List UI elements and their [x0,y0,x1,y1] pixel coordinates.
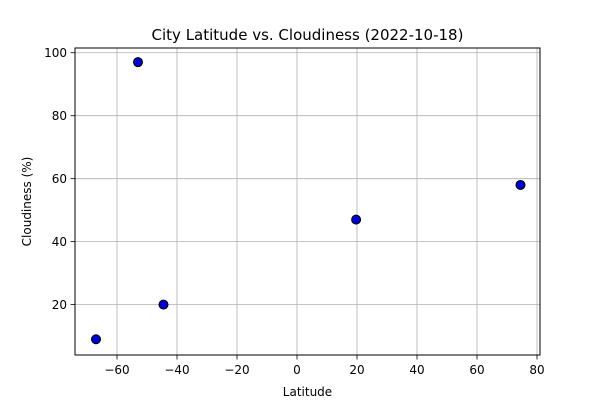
plot-frame [74,47,541,356]
scatter-point [91,334,101,345]
axis-ticks: −60 −40 −20 0 20 40 60 80 20 40 60 80 100 [44,46,545,377]
scatter-point [133,57,143,68]
y-axis-label: Cloudiness (%) [20,157,34,247]
y-tick-label: 100 [44,46,67,60]
x-tick-label: 80 [529,363,544,377]
x-tick-label: 40 [409,363,424,377]
x-tick-label: −40 [164,363,189,377]
x-tick-label: 20 [349,363,364,377]
scatter-point [158,299,169,310]
chart-title: City Latitude vs. Cloudiness (2022-10-18… [152,26,464,44]
x-tick-label: −20 [224,363,249,377]
x-tick-label: −60 [104,363,129,377]
scatter-point [351,214,362,225]
y-tick-label: 40 [52,235,67,249]
y-tick-label: 20 [52,298,67,312]
data-points [91,57,526,345]
y-tick-label: 60 [52,172,67,186]
grid-lines [75,48,540,355]
x-axis-label: Latitude [283,385,332,399]
x-tick-label: 60 [469,363,484,377]
y-tick-label: 80 [52,109,67,123]
x-tick-label: 0 [293,363,301,377]
scatter-point [515,179,526,190]
